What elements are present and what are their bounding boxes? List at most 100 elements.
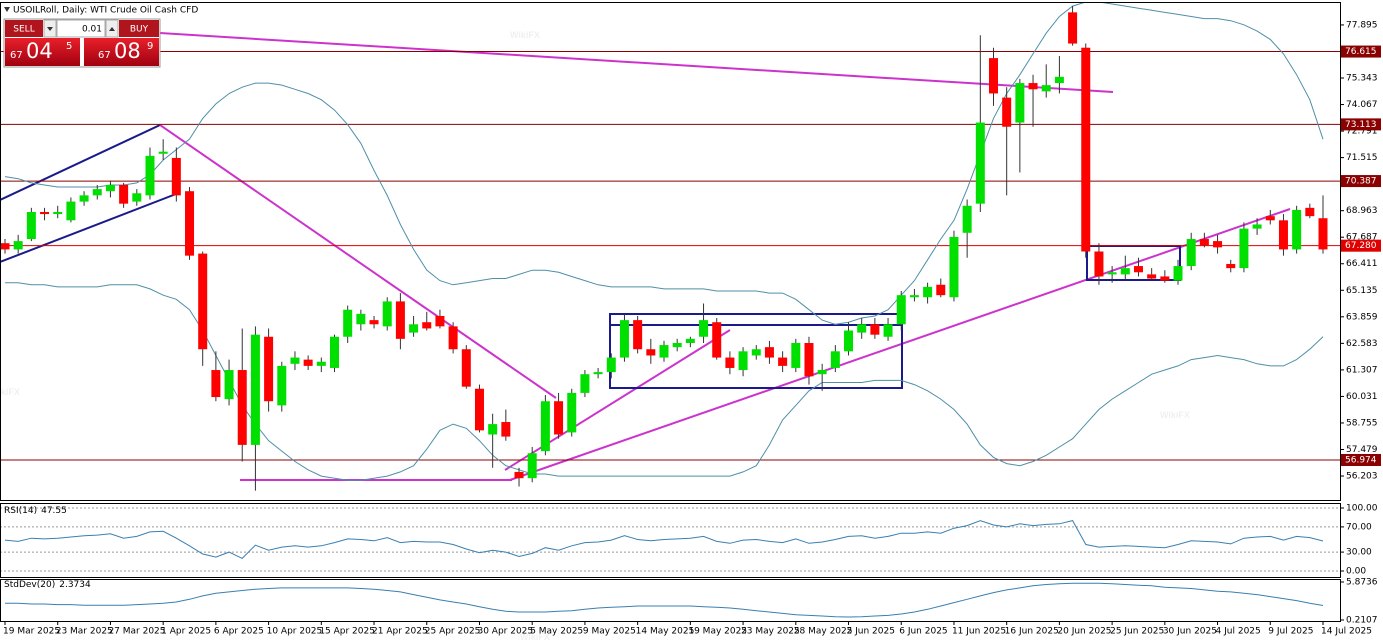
lot-up-icon <box>109 27 115 31</box>
price-level-label: 67.280 <box>1345 241 1377 251</box>
y-tick-label: 63.859 <box>1346 312 1378 322</box>
x-tick-label: 11 Jun 2025 <box>952 627 1006 637</box>
candle-body <box>1226 263 1236 269</box>
candle-body <box>844 330 854 352</box>
candle-body <box>909 295 919 298</box>
sell-button[interactable] <box>5 20 43 37</box>
y-tick-label: 61.307 <box>1346 365 1378 375</box>
sell-label[interactable]: SELL <box>13 25 34 35</box>
candle-body <box>145 155 155 196</box>
candle-body <box>527 453 537 479</box>
bid-big-figure[interactable]: 67 <box>10 50 23 61</box>
indicator-value: 2.3734 <box>59 580 91 590</box>
x-tick-label: 10 Apr 2025 <box>267 627 323 637</box>
watermarks: WikiFX WikiFX WikiFX WikiFX <box>0 30 1190 640</box>
candle-body <box>936 284 946 296</box>
candle-body <box>448 326 458 350</box>
y-tick-label: 100.00 <box>1346 504 1378 514</box>
bid-fraction[interactable]: 5 <box>66 41 72 52</box>
candle-body <box>382 301 392 327</box>
candle-body <box>171 157 181 196</box>
candle-body <box>1147 274 1157 279</box>
candle-body <box>250 334 260 445</box>
watermark: WikiFX <box>1160 410 1190 420</box>
candle-body <box>646 349 656 356</box>
ask-box[interactable] <box>84 38 159 66</box>
price-level-box <box>1341 453 1381 466</box>
y-tick-label: 65.135 <box>1346 286 1378 296</box>
bid-pips[interactable]: 04 <box>26 39 53 63</box>
candle-body <box>92 189 102 196</box>
ask-pips[interactable]: 08 <box>114 39 141 63</box>
price-level-label: 56.974 <box>1345 455 1377 465</box>
candle-body <box>751 349 761 356</box>
y-tick-label: 56.203 <box>1346 472 1378 482</box>
candle-body <box>40 211 50 215</box>
main-panel <box>1 3 1340 491</box>
lot-input[interactable] <box>56 19 106 38</box>
y-tick-label: 72.791 <box>1346 127 1378 137</box>
x-tick-label: 20 Jun 2025 <box>1057 627 1111 637</box>
candle-body <box>1028 83 1038 90</box>
candle-body <box>738 351 748 371</box>
panel-border <box>0 503 1341 578</box>
trend-line <box>159 124 557 399</box>
channel-line <box>1 124 161 201</box>
lot-value[interactable]: 0.01 <box>82 25 102 35</box>
candle-body <box>395 301 405 339</box>
trade-panel: SELL 0.01 BUY 67 04 5 67 08 9 <box>3 18 161 68</box>
candle-body <box>712 322 722 358</box>
candle-body <box>923 286 933 298</box>
candle-body <box>237 370 247 445</box>
candle-body <box>567 392 577 433</box>
candle-body <box>303 359 313 366</box>
candle-body <box>1 243 10 250</box>
ask-fraction[interactable]: 9 <box>147 41 153 52</box>
watermark: WikiFX <box>0 387 20 397</box>
candle-body <box>224 370 234 400</box>
x-tick-label: 19 May 2025 <box>688 627 747 637</box>
candle-body <box>883 324 893 337</box>
candle-body <box>804 342 814 377</box>
x-tick-label: 25 Jun 2025 <box>1110 627 1164 637</box>
candle-body <box>1213 241 1223 248</box>
buy-button[interactable] <box>119 20 159 37</box>
candle-body <box>1133 266 1143 273</box>
title-icon <box>4 7 10 12</box>
candle-body <box>435 315 445 327</box>
indicator-value: 47.55 <box>41 506 67 516</box>
indicator-name: StdDev(20) <box>4 580 55 590</box>
candle-body <box>66 201 76 221</box>
candle-body <box>514 471 524 479</box>
candle-body <box>791 342 801 368</box>
candle-body <box>817 370 827 375</box>
candle-body <box>264 336 274 402</box>
candle-body <box>1199 239 1209 246</box>
candle-body <box>369 320 379 325</box>
bid-box[interactable] <box>5 38 80 66</box>
x-tick-label: 9 Jul 2025 <box>1268 627 1313 637</box>
y-tick-label: 30.00 <box>1346 548 1372 558</box>
candle-body <box>672 342 682 348</box>
ask-big-figure[interactable]: 67 <box>98 50 111 61</box>
watermark: WikiFX <box>520 632 550 640</box>
price-level-box <box>1341 175 1381 188</box>
candle-body <box>1015 83 1025 123</box>
bollinger-upper <box>4 3 1324 325</box>
y-tick-label: 66.411 <box>1346 259 1378 269</box>
candle-body <box>343 309 353 337</box>
candle-body <box>1068 12 1078 44</box>
price-level-box <box>1341 45 1381 58</box>
y-tick-label: 60.031 <box>1346 392 1378 402</box>
candle-body <box>277 365 287 406</box>
candle-body <box>540 401 550 452</box>
y-tick-label: 58.755 <box>1346 418 1378 428</box>
candle-body <box>132 193 142 202</box>
y-tick-label: 77.895 <box>1346 20 1378 30</box>
panel-border <box>0 579 1341 622</box>
buy-label[interactable]: BUY <box>130 25 149 35</box>
candle-body <box>685 338 695 343</box>
x-tick-label: 6 Apr 2025 <box>214 627 264 637</box>
candle-body <box>870 324 880 335</box>
